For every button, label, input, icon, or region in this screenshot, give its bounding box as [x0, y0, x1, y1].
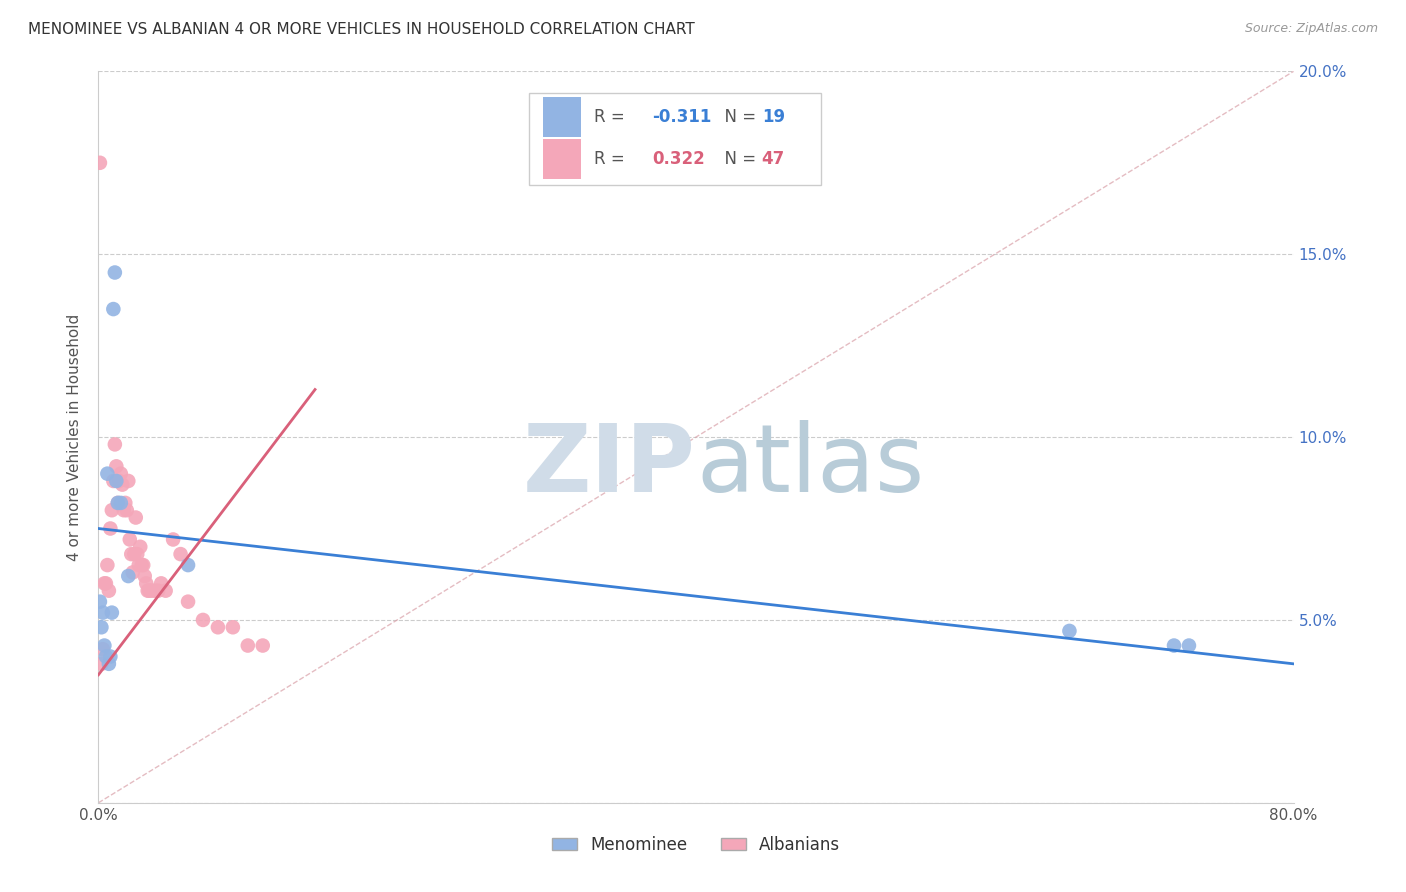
Point [1178, 639, 1201, 653]
Point [138, 583, 160, 598]
Point [91, 606, 114, 620]
Point [177, 558, 200, 573]
Text: -0.311: -0.311 [652, 108, 711, 126]
Point [132, 558, 155, 573]
Point [121, 566, 143, 580]
Point [90, 620, 112, 634]
Point [162, 533, 184, 547]
Point [115, 503, 138, 517]
Point [89, 594, 111, 608]
Point [101, 503, 124, 517]
Point [117, 569, 139, 583]
Point [96, 558, 118, 573]
Text: Source: ZipAtlas.com: Source: ZipAtlas.com [1244, 22, 1378, 36]
Point [128, 558, 150, 573]
Point [104, 437, 127, 451]
Point [96, 467, 118, 481]
Point [105, 474, 128, 488]
Point [169, 547, 191, 561]
Point [148, 583, 170, 598]
Text: ZIP: ZIP [523, 420, 696, 512]
Y-axis label: 4 or more Vehicles in Household: 4 or more Vehicles in Household [67, 313, 83, 561]
FancyBboxPatch shape [529, 94, 821, 185]
Point [103, 301, 125, 317]
Point [118, 533, 141, 547]
Point [207, 620, 229, 634]
Text: 19: 19 [762, 108, 785, 126]
Point [124, 547, 146, 561]
Point [98, 649, 122, 664]
Point [97, 583, 120, 598]
Point [177, 594, 200, 608]
Point [90, 657, 112, 671]
Point [143, 583, 166, 598]
Point [127, 547, 149, 561]
Point [105, 459, 128, 474]
Point [129, 540, 152, 554]
Point [94, 576, 117, 591]
Point [110, 496, 132, 510]
Point [222, 620, 245, 634]
Point [107, 496, 129, 510]
Point [114, 496, 136, 510]
Text: atlas: atlas [696, 420, 924, 512]
Point [252, 639, 274, 653]
Text: N =: N = [714, 150, 761, 168]
Point [93, 576, 115, 591]
Point [150, 576, 173, 591]
Point [101, 606, 124, 620]
Point [89, 156, 111, 170]
Point [135, 576, 157, 591]
Point [1163, 639, 1185, 653]
Point [107, 496, 129, 510]
Point [236, 639, 259, 653]
FancyBboxPatch shape [543, 96, 581, 136]
Text: 0.322: 0.322 [652, 150, 704, 168]
Legend: Menominee, Albanians: Menominee, Albanians [546, 829, 846, 860]
Point [91, 642, 114, 657]
Point [103, 474, 125, 488]
Point [191, 613, 214, 627]
Point [110, 467, 132, 481]
Text: R =: R = [595, 150, 630, 168]
Point [125, 510, 148, 524]
Text: N =: N = [714, 108, 761, 126]
Point [93, 639, 115, 653]
Point [131, 558, 153, 573]
Point [98, 521, 122, 535]
Point [134, 569, 156, 583]
Point [108, 474, 131, 488]
Point [117, 474, 139, 488]
Text: R =: R = [595, 108, 630, 126]
Point [94, 649, 117, 664]
Point [1059, 624, 1081, 638]
Point [120, 547, 142, 561]
Point [155, 583, 177, 598]
FancyBboxPatch shape [543, 139, 581, 179]
Point [141, 583, 163, 598]
Point [112, 503, 135, 517]
Point [104, 266, 127, 280]
Text: 47: 47 [762, 150, 785, 168]
Point [136, 583, 159, 598]
Point [111, 477, 134, 491]
Text: MENOMINEE VS ALBANIAN 4 OR MORE VEHICLES IN HOUSEHOLD CORRELATION CHART: MENOMINEE VS ALBANIAN 4 OR MORE VEHICLES… [28, 22, 695, 37]
Point [97, 657, 120, 671]
